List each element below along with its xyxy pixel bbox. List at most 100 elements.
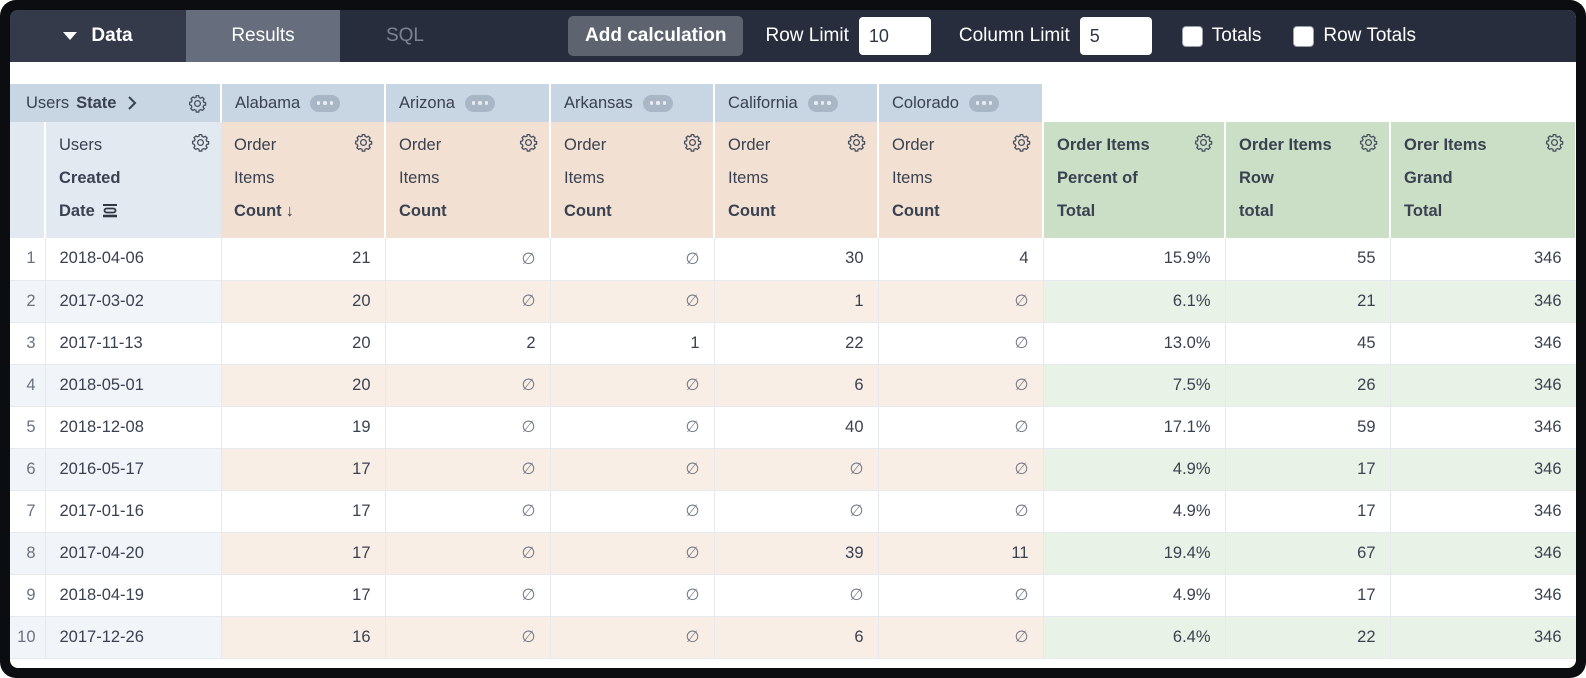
measure-header-colorado-count[interactable]: Order Items Count [878, 122, 1045, 238]
calc-cell-percent[interactable]: 4.9% [1043, 448, 1226, 491]
column-limit-input[interactable] [1079, 17, 1152, 55]
row-totals-toggle[interactable]: Row Totals [1293, 25, 1416, 47]
tab-results[interactable]: Results [186, 10, 340, 62]
calc-cell-grand-total[interactable]: 346 [1390, 448, 1576, 491]
calc-cell-row-total[interactable]: 17 [1225, 490, 1391, 533]
measure-cell-arkansas[interactable]: ∅ [550, 532, 715, 575]
calc-cell-grand-total[interactable]: 346 [1390, 574, 1576, 617]
tab-sql[interactable]: SQL [340, 10, 470, 62]
ellipsis-pill-icon[interactable] [642, 94, 673, 112]
measure-cell-colorado[interactable]: ∅ [878, 406, 1044, 449]
date-cell[interactable]: 2017-03-02 [45, 280, 222, 323]
measure-cell-arizona[interactable]: ∅ [385, 238, 551, 281]
measure-cell-arizona[interactable]: ∅ [385, 490, 551, 533]
measure-cell-arizona[interactable]: ∅ [385, 406, 551, 449]
date-cell[interactable]: 2016-05-17 [45, 448, 222, 491]
measure-cell-alabama[interactable]: 19 [221, 406, 386, 449]
calc-cell-percent[interactable]: 19.4% [1043, 532, 1226, 575]
measure-cell-arkansas[interactable]: ∅ [550, 448, 715, 491]
date-cell[interactable]: 2017-12-26 [45, 616, 222, 659]
calc-cell-row-total[interactable]: 59 [1225, 406, 1391, 449]
measure-cell-arkansas[interactable]: ∅ [550, 616, 715, 659]
measure-cell-arkansas[interactable]: ∅ [550, 406, 715, 449]
measure-cell-california[interactable]: 30 [714, 238, 879, 281]
date-cell[interactable]: 2018-04-06 [45, 238, 222, 281]
calc-cell-percent[interactable]: 15.9% [1043, 238, 1226, 281]
measure-cell-alabama[interactable]: 17 [221, 490, 386, 533]
measure-cell-alabama[interactable]: 21 [221, 238, 386, 281]
measure-cell-california[interactable]: ∅ [714, 448, 879, 491]
gear-icon[interactable] [187, 93, 208, 114]
measure-cell-alabama[interactable]: 17 [221, 448, 386, 491]
calc-cell-row-total[interactable]: 17 [1225, 574, 1391, 617]
ellipsis-pill-icon[interactable] [310, 94, 341, 112]
calc-cell-row-total[interactable]: 26 [1225, 364, 1391, 407]
date-hierarchy-icon[interactable] [101, 197, 119, 230]
measure-cell-colorado[interactable]: ∅ [878, 490, 1044, 533]
measure-cell-arizona[interactable]: ∅ [385, 616, 551, 659]
measure-cell-alabama[interactable]: 16 [221, 616, 386, 659]
gear-icon[interactable] [190, 132, 211, 165]
measure-cell-california[interactable]: ∅ [714, 574, 879, 617]
measure-cell-arkansas[interactable]: 1 [550, 322, 715, 365]
calc-cell-row-total[interactable]: 21 [1225, 280, 1391, 323]
pivot-value-colorado[interactable]: Colorado [878, 84, 1045, 122]
row-totals-checkbox[interactable] [1293, 25, 1315, 47]
calc-cell-grand-total[interactable]: 346 [1390, 322, 1576, 365]
measure-cell-arkansas[interactable]: ∅ [550, 490, 715, 533]
date-cell[interactable]: 2017-01-16 [45, 490, 222, 533]
measure-cell-california[interactable]: 22 [714, 322, 879, 365]
calc-header-percent-of-total[interactable]: Order Items Percent of Total [1043, 122, 1227, 238]
calc-cell-row-total[interactable]: 22 [1225, 616, 1391, 659]
calc-header-grand-total[interactable]: Orer Items Grand Total [1390, 122, 1576, 238]
calc-cell-row-total[interactable]: 17 [1225, 448, 1391, 491]
measure-cell-arkansas[interactable]: ∅ [550, 238, 715, 281]
date-cell[interactable]: 2018-04-19 [45, 574, 222, 617]
gear-icon[interactable] [1011, 132, 1032, 165]
measure-cell-arizona[interactable]: ∅ [385, 280, 551, 323]
calc-cell-percent[interactable]: 4.9% [1043, 490, 1226, 533]
measure-cell-arizona[interactable]: ∅ [385, 574, 551, 617]
ellipsis-pill-icon[interactable] [968, 94, 999, 112]
calc-cell-grand-total[interactable]: 346 [1390, 406, 1576, 449]
pivot-value-california[interactable]: California [714, 84, 880, 122]
measure-cell-alabama[interactable]: 17 [221, 532, 386, 575]
gear-icon[interactable] [846, 132, 867, 165]
date-cell[interactable]: 2018-05-01 [45, 364, 222, 407]
gear-icon[interactable] [353, 132, 374, 165]
measure-cell-colorado[interactable]: ∅ [878, 322, 1044, 365]
row-limit-input[interactable] [858, 17, 931, 55]
measure-cell-california[interactable]: 6 [714, 364, 879, 407]
calc-cell-grand-total[interactable]: 346 [1390, 238, 1576, 281]
calc-cell-row-total[interactable]: 67 [1225, 532, 1391, 575]
ellipsis-pill-icon[interactable] [464, 94, 495, 112]
calc-cell-row-total[interactable]: 55 [1225, 238, 1391, 281]
gear-icon[interactable] [1544, 132, 1565, 165]
ellipsis-pill-icon[interactable] [807, 94, 838, 112]
measure-header-california-count[interactable]: Order Items Count [714, 122, 880, 238]
pivot-value-arizona[interactable]: Arizona [385, 84, 552, 122]
measure-cell-arizona[interactable]: ∅ [385, 448, 551, 491]
measure-cell-colorado[interactable]: ∅ [878, 616, 1044, 659]
measure-cell-arizona[interactable]: 2 [385, 322, 551, 365]
calc-cell-percent[interactable]: 6.1% [1043, 280, 1226, 323]
calc-cell-grand-total[interactable]: 346 [1390, 364, 1576, 407]
measure-cell-california[interactable]: 39 [714, 532, 879, 575]
gear-icon[interactable] [682, 132, 703, 165]
measure-cell-colorado[interactable]: ∅ [878, 280, 1044, 323]
calc-cell-grand-total[interactable]: 346 [1390, 616, 1576, 659]
measure-cell-arkansas[interactable]: ∅ [550, 364, 715, 407]
measure-cell-alabama[interactable]: 20 [221, 322, 386, 365]
pivot-value-arkansas[interactable]: Arkansas [550, 84, 716, 122]
measure-cell-california[interactable]: ∅ [714, 490, 879, 533]
measure-cell-alabama[interactable]: 20 [221, 280, 386, 323]
dimension-header-users-created-date[interactable]: Users Created Date [45, 122, 222, 238]
measure-cell-arkansas[interactable]: ∅ [550, 280, 715, 323]
measure-cell-california[interactable]: 40 [714, 406, 879, 449]
measure-header-alabama-count[interactable]: Order Items Count ↓ [221, 122, 387, 238]
measure-cell-colorado[interactable]: ∅ [878, 364, 1044, 407]
gear-icon[interactable] [1358, 132, 1379, 165]
date-cell[interactable]: 2017-04-20 [45, 532, 222, 575]
calc-cell-grand-total[interactable]: 346 [1390, 280, 1576, 323]
date-cell[interactable]: 2017-11-13 [45, 322, 222, 365]
